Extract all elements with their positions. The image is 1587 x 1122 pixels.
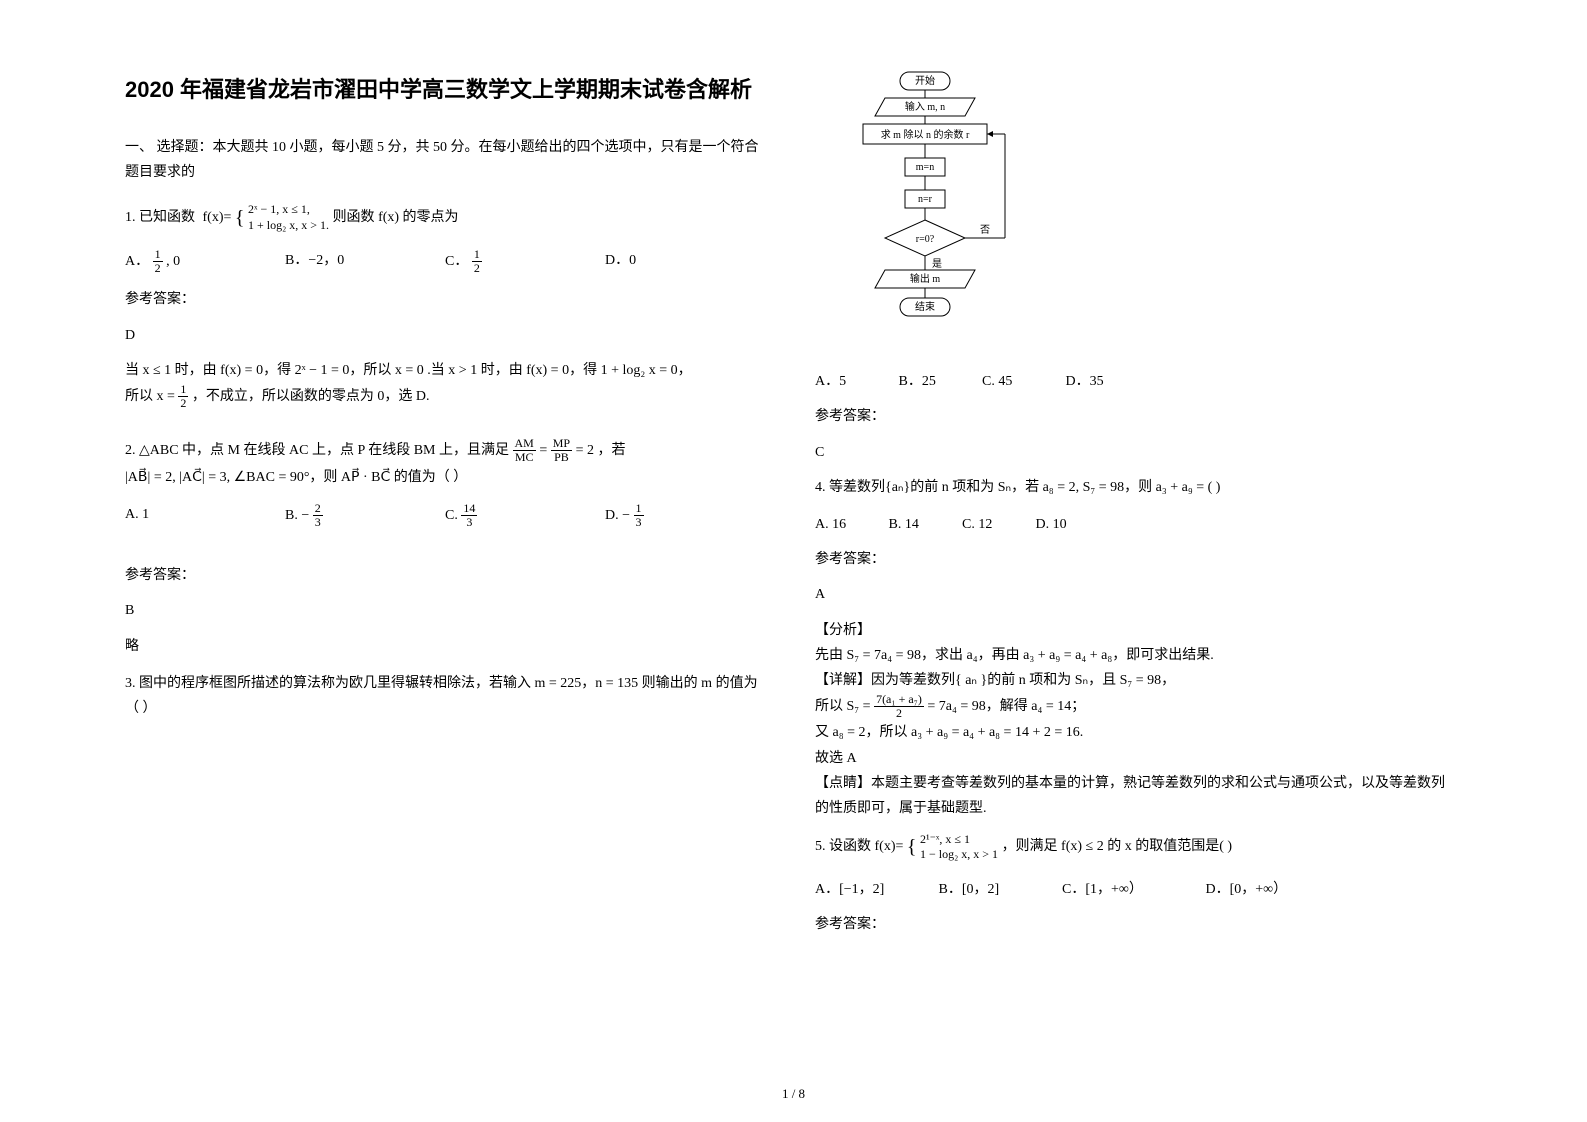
q1-stem-prefix: 1. 已知函数 <box>125 210 195 225</box>
svg-text:求 m 除以 n 的余数 r: 求 m 除以 n 的余数 r <box>881 128 970 141</box>
q4-answer-label: 参考答案： <box>815 547 1455 572</box>
svg-text:n=r: n=r <box>918 194 933 205</box>
q4-comment: 【点睛】本题主要考查等差数列的基本量的计算，熟记等差数列的求和公式与通项公式，以… <box>815 771 1455 821</box>
q2-answer: B <box>125 598 765 623</box>
q1-options: A． 12 , 0 B．−2，0 C． 12 D．0 <box>125 248 765 275</box>
svg-text:是: 是 <box>932 258 942 270</box>
svg-text:r=0?: r=0? <box>916 234 935 245</box>
q4-line-a8: 又 a₈ = 2，所以 a₃ + a₉ = a₄ + a₈ = 14 + 2 =… <box>815 720 1455 745</box>
svg-text:m=n: m=n <box>916 162 934 173</box>
svg-text:结束: 结束 <box>915 300 935 313</box>
page-number: 1 / 8 <box>0 1086 1587 1102</box>
q5-options: A．[−1，2] B．[0，2] C．[1，+∞） D．[0，+∞） <box>815 877 1455 902</box>
svg-text:开始: 开始 <box>915 74 935 87</box>
q5-answer-label: 参考答案： <box>815 912 1455 937</box>
q1-stem-suffix: f(x) 的零点为 <box>378 210 459 225</box>
question-1: 1. 已知函数 f(x)= { 2ˣ − 1, x ≤ 1, 1 + log₂ … <box>125 200 765 236</box>
q4-detail-label: 【详解】因为等差数列{ aₙ }的前 n 项和为 Sₙ，且 S₇ = 98， <box>815 668 1455 693</box>
svg-text:输入 m, n: 输入 m, n <box>905 100 945 113</box>
q4-conclude: 故选 A <box>815 746 1455 771</box>
question-5: 5. 设函数 f(x)= { 2¹⁻ˣ, x ≤ 1 1 − log₂ x, x… <box>815 829 1455 865</box>
page-title: 2020 年福建省龙岩市濯田中学高三数学文上学期期末试卷含解析 <box>125 70 765 110</box>
question-3-stem: 3. 图中的程序框图所描述的算法称为欧几里得辗转相除法，若输入 m = 225，… <box>125 671 765 721</box>
flowchart: 开始 输入 m, n 求 m 除以 n 的余数 r m=n <box>845 70 1005 359</box>
q3-answer-label: 参考答案： <box>815 404 1455 429</box>
q4-line-s7: 所以 S₇ = 7(a₁ + a₇)2 = 7a₄ = 98，解得 a₄ = 1… <box>815 693 1455 720</box>
q1-answer-label: 参考答案： <box>125 287 765 312</box>
q4-analysis: 先由 S₇ = 7a₄ = 98，求出 a₄，再由 a₃ + a₉ = a₄ +… <box>815 643 1455 668</box>
q3-options: A．5 B．25 C. 45 D．35 <box>815 369 1455 394</box>
q4-analysis-label: 【分析】 <box>815 618 1455 643</box>
svg-text:否: 否 <box>980 224 990 236</box>
q1-function-def: f(x)= { 2ˣ − 1, x ≤ 1, 1 + log₂ x, x > 1… <box>199 200 330 236</box>
q4-options: A. 16 B. 14 C. 12 D. 10 <box>815 512 1455 537</box>
q1-explanation: 当 x ≤ 1 时，由 f(x) = 0，得 2ˣ − 1 = 0，所以 x =… <box>125 358 765 411</box>
q2-answer-label: 参考答案： <box>125 563 765 588</box>
section-heading: 一、 选择题：本大题共 10 小题，每小题 5 分，共 50 分。在每小题给出的… <box>125 135 765 185</box>
q1-stem-mid: 则函数 <box>333 210 375 225</box>
q2-options: A. 1 B. − 23 C. 143 D. − 13 <box>125 502 765 529</box>
question-2: 2. △ABC 中，点 M 在线段 AC 上，点 P 在线段 BM 上，且满足 … <box>125 437 765 490</box>
q3-answer: C <box>815 440 1455 465</box>
svg-text:输出 m: 输出 m <box>910 272 941 285</box>
q1-answer: D <box>125 323 765 348</box>
q2-brief: 略 <box>125 634 765 659</box>
q4-answer: A <box>815 582 1455 607</box>
question-4: 4. 等差数列{aₙ}的前 n 项和为 Sₙ，若 a₈ = 2, S₇ = 98… <box>815 475 1455 500</box>
